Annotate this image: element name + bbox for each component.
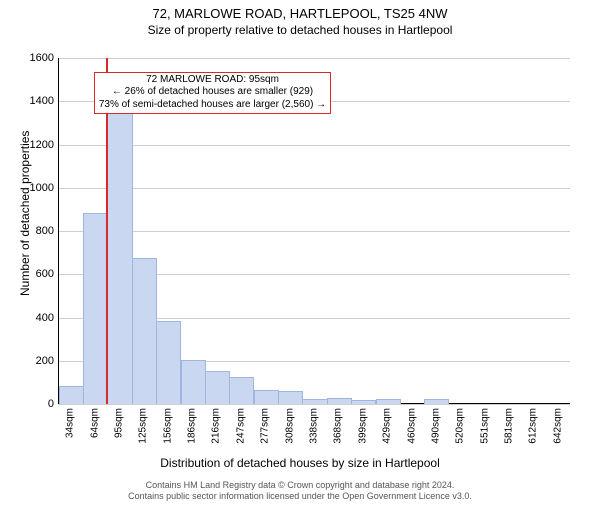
y-tick-label: 200 xyxy=(36,355,54,367)
histogram-bar xyxy=(327,398,352,404)
x-tick-label: 399sqm xyxy=(357,408,368,444)
grid-line xyxy=(58,231,570,232)
x-tick-label: 642sqm xyxy=(552,408,563,444)
x-tick-label: 125sqm xyxy=(138,408,149,444)
histogram-bar xyxy=(254,390,279,404)
x-tick-label: 186sqm xyxy=(187,408,198,444)
x-tick-label: 95sqm xyxy=(113,408,124,438)
y-tick-label: 600 xyxy=(36,268,54,280)
x-tick-label: 490sqm xyxy=(430,408,441,444)
histogram-bar xyxy=(156,321,181,404)
x-axis-title: Distribution of detached houses by size … xyxy=(0,456,600,470)
histogram-bar xyxy=(59,386,84,404)
x-tick-label: 338sqm xyxy=(309,408,320,444)
chart-container: 72, MARLOWE ROAD, HARTLEPOOL, TS25 4NW S… xyxy=(0,6,600,506)
histogram-bar xyxy=(107,105,132,404)
grid-line xyxy=(58,404,570,405)
annotation-line: ← 26% of detached houses are smaller (92… xyxy=(99,86,326,99)
x-tick-label: 247sqm xyxy=(235,408,246,444)
x-tick-label: 368sqm xyxy=(333,408,344,444)
plot-area: 0200400600800100012001400160034sqm64sqm9… xyxy=(58,58,570,404)
y-tick-label: 800 xyxy=(36,225,54,237)
histogram-bar xyxy=(424,399,449,404)
y-tick-label: 400 xyxy=(36,312,54,324)
attribution: Contains HM Land Registry data © Crown c… xyxy=(0,480,600,502)
x-tick-label: 308sqm xyxy=(284,408,295,444)
x-tick-label: 156sqm xyxy=(162,408,173,444)
chart-subtitle: Size of property relative to detached ho… xyxy=(0,23,600,37)
histogram-bar xyxy=(181,360,206,404)
x-tick-label: 34sqm xyxy=(65,408,76,438)
histogram-bar xyxy=(278,391,303,404)
y-tick-label: 1200 xyxy=(30,139,54,151)
x-tick-label: 216sqm xyxy=(211,408,222,444)
grid-line xyxy=(58,58,570,59)
x-tick-label: 551sqm xyxy=(479,408,490,444)
histogram-bar xyxy=(205,371,230,404)
x-tick-label: 581sqm xyxy=(504,408,515,444)
x-tick-label: 520sqm xyxy=(455,408,466,444)
histogram-bar xyxy=(83,213,108,404)
histogram-bar xyxy=(229,377,254,404)
histogram-bar xyxy=(302,399,327,404)
annotation-line: 73% of semi-detached houses are larger (… xyxy=(99,99,326,112)
y-tick-label: 1600 xyxy=(30,52,54,64)
y-tick-label: 1000 xyxy=(30,182,54,194)
histogram-bar xyxy=(351,400,376,404)
y-tick-label: 0 xyxy=(48,398,54,410)
histogram-bar xyxy=(376,399,401,404)
x-tick-label: 429sqm xyxy=(382,408,393,444)
grid-line xyxy=(58,188,570,189)
x-tick-label: 460sqm xyxy=(406,408,417,444)
page-title: 72, MARLOWE ROAD, HARTLEPOOL, TS25 4NW xyxy=(0,6,600,21)
y-axis-title: Number of detached properties xyxy=(18,131,32,296)
x-tick-label: 277sqm xyxy=(260,408,271,444)
x-tick-label: 612sqm xyxy=(528,408,539,444)
x-tick-label: 64sqm xyxy=(89,408,100,438)
annotation-line: 72 MARLOWE ROAD: 95sqm xyxy=(99,74,326,87)
attribution-line1: Contains HM Land Registry data © Crown c… xyxy=(146,480,455,490)
y-tick-label: 1400 xyxy=(30,95,54,107)
y-axis-line xyxy=(58,58,59,404)
annotation-box: 72 MARLOWE ROAD: 95sqm← 26% of detached … xyxy=(94,72,331,115)
grid-line xyxy=(58,145,570,146)
histogram-bar xyxy=(132,258,157,404)
